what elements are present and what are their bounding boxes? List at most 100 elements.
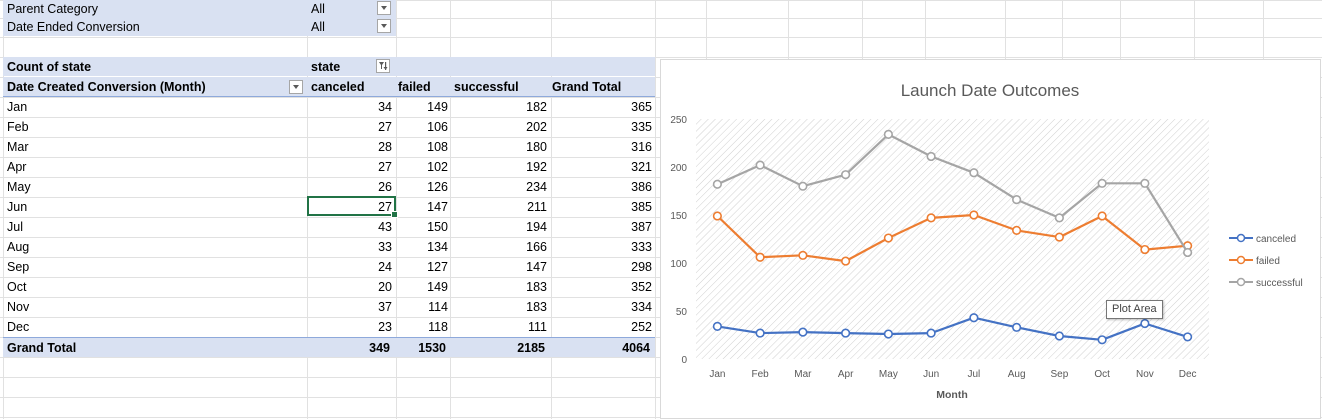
cell-total[interactable]: 352 bbox=[631, 280, 652, 294]
data-point-canceled[interactable] bbox=[1012, 322, 1022, 332]
filter-value-date-ended[interactable]: All bbox=[311, 20, 325, 34]
cell-total[interactable]: 316 bbox=[631, 140, 652, 154]
cell-failed[interactable]: 147 bbox=[427, 200, 448, 214]
row-month[interactable]: Jul bbox=[7, 220, 23, 234]
row-month[interactable]: Jun bbox=[7, 200, 28, 214]
cell-canceled[interactable]: 27 bbox=[378, 120, 392, 134]
cell-successful[interactable]: 182 bbox=[526, 100, 547, 114]
data-point-canceled[interactable] bbox=[926, 328, 936, 338]
cell-total[interactable]: 333 bbox=[631, 240, 652, 254]
data-point-canceled[interactable] bbox=[798, 327, 808, 337]
cell-successful[interactable]: 194 bbox=[526, 220, 547, 234]
data-point-canceled[interactable] bbox=[841, 328, 851, 338]
cell-failed[interactable]: 149 bbox=[427, 280, 448, 294]
cell-failed[interactable]: 102 bbox=[427, 160, 448, 174]
cell-successful[interactable]: 183 bbox=[526, 300, 547, 314]
data-point-successful[interactable] bbox=[712, 179, 722, 189]
row-month[interactable]: May bbox=[7, 180, 31, 194]
cell-successful[interactable]: 183 bbox=[526, 280, 547, 294]
active-cell-selection[interactable] bbox=[307, 196, 398, 218]
cell-failed[interactable]: 108 bbox=[427, 140, 448, 154]
cell-successful[interactable]: 147 bbox=[526, 260, 547, 274]
row-month[interactable]: Feb bbox=[7, 120, 29, 134]
cell-total[interactable]: 335 bbox=[631, 120, 652, 134]
cell-successful[interactable]: 211 bbox=[527, 200, 547, 214]
line-chart[interactable]: Launch Date Outcomes 0 50 100 150 200 250 Jan… bbox=[660, 59, 1321, 419]
data-point-canceled[interactable] bbox=[755, 328, 765, 338]
cell-canceled[interactable]: 43 bbox=[378, 220, 392, 234]
legend-item-failed[interactable]: failed bbox=[1229, 255, 1280, 267]
data-point-canceled[interactable] bbox=[1097, 335, 1107, 345]
cell-canceled[interactable]: 23 bbox=[378, 320, 392, 334]
data-point-failed[interactable] bbox=[1097, 211, 1107, 221]
cell-canceled[interactable]: 33 bbox=[378, 240, 392, 254]
data-point-failed[interactable] bbox=[1140, 244, 1150, 255]
data-point-successful[interactable] bbox=[1054, 213, 1064, 223]
cell-failed[interactable]: 134 bbox=[427, 240, 448, 254]
row-month[interactable]: Jan bbox=[7, 100, 28, 114]
row-month[interactable]: Oct bbox=[7, 280, 27, 294]
data-point-failed[interactable] bbox=[883, 233, 893, 243]
data-point-failed[interactable] bbox=[798, 250, 808, 260]
column-filter-icon[interactable] bbox=[376, 59, 390, 73]
series-line-canceled[interactable] bbox=[717, 316, 1188, 341]
legend-item-successful[interactable]: successful bbox=[1229, 277, 1303, 289]
cell-canceled[interactable]: 27 bbox=[378, 160, 392, 174]
cell-failed[interactable]: 127 bbox=[427, 260, 448, 274]
filter-dropdown-date-ended-icon[interactable] bbox=[377, 19, 391, 33]
data-point-failed[interactable] bbox=[841, 256, 851, 266]
grand-total-failed[interactable]: 1530 bbox=[418, 341, 446, 355]
data-point-successful[interactable] bbox=[841, 170, 851, 180]
legend-item-canceled[interactable]: canceled bbox=[1229, 233, 1296, 245]
cell-canceled[interactable]: 28 bbox=[378, 140, 392, 154]
cell-successful[interactable]: 234 bbox=[526, 180, 547, 194]
data-point-canceled[interactable] bbox=[1054, 331, 1064, 341]
row-filter-dropdown-icon[interactable] bbox=[289, 80, 303, 94]
row-month[interactable]: Apr bbox=[7, 160, 27, 174]
cell-total[interactable]: 334 bbox=[631, 300, 652, 314]
data-point-successful[interactable] bbox=[1140, 178, 1150, 188]
cell-successful[interactable]: 192 bbox=[526, 160, 547, 174]
series-line-successful[interactable] bbox=[716, 133, 1189, 253]
grand-total-total[interactable]: 4064 bbox=[622, 341, 650, 355]
filter-value-parent-category[interactable]: All bbox=[311, 2, 325, 16]
chart-title[interactable]: Launch Date Outcomes bbox=[901, 81, 1080, 100]
cell-failed[interactable]: 149 bbox=[427, 100, 448, 114]
cell-successful[interactable]: 111 bbox=[527, 320, 547, 334]
series-line-failed[interactable] bbox=[716, 213, 1188, 263]
cell-canceled[interactable]: 24 bbox=[378, 260, 392, 274]
cell-total[interactable]: 252 bbox=[631, 320, 652, 334]
data-point-failed[interactable] bbox=[926, 213, 936, 223]
cell-failed[interactable]: 150 bbox=[427, 220, 448, 234]
row-month[interactable]: Dec bbox=[7, 320, 30, 334]
cell-total[interactable]: 386 bbox=[631, 180, 652, 194]
row-month[interactable]: Sep bbox=[7, 260, 30, 274]
data-point-failed[interactable] bbox=[755, 252, 765, 262]
data-point-failed[interactable] bbox=[712, 211, 722, 221]
cell-successful[interactable]: 180 bbox=[526, 140, 547, 154]
filter-dropdown-parent-category-icon[interactable] bbox=[377, 1, 391, 15]
data-point-successful[interactable] bbox=[969, 168, 979, 178]
cell-failed[interactable]: 114 bbox=[428, 300, 448, 314]
data-point-successful[interactable] bbox=[798, 181, 808, 191]
grand-total-label[interactable]: Grand Total bbox=[7, 341, 77, 355]
cell-failed[interactable]: 106 bbox=[427, 120, 448, 134]
cell-canceled[interactable]: 27 bbox=[378, 200, 392, 214]
cell-total[interactable]: 385 bbox=[631, 200, 652, 214]
data-point-failed[interactable] bbox=[969, 210, 979, 220]
data-point-failed[interactable] bbox=[1012, 225, 1022, 235]
row-month[interactable]: Nov bbox=[7, 300, 30, 314]
cell-total[interactable]: 321 bbox=[631, 160, 652, 174]
data-point-canceled[interactable] bbox=[1183, 332, 1193, 342]
data-point-successful[interactable] bbox=[883, 129, 893, 139]
cell-canceled[interactable]: 34 bbox=[378, 100, 392, 114]
grand-total-canceled[interactable]: 349 bbox=[369, 341, 390, 355]
data-point-canceled[interactable] bbox=[969, 313, 979, 323]
data-point-canceled[interactable] bbox=[1140, 318, 1150, 329]
data-point-successful[interactable] bbox=[755, 160, 765, 170]
data-point-failed[interactable] bbox=[1054, 232, 1064, 242]
plot-area[interactable] bbox=[696, 119, 1209, 359]
data-point-successful[interactable] bbox=[926, 151, 936, 162]
cell-canceled[interactable]: 26 bbox=[378, 180, 392, 194]
cell-total[interactable]: 365 bbox=[631, 100, 652, 114]
